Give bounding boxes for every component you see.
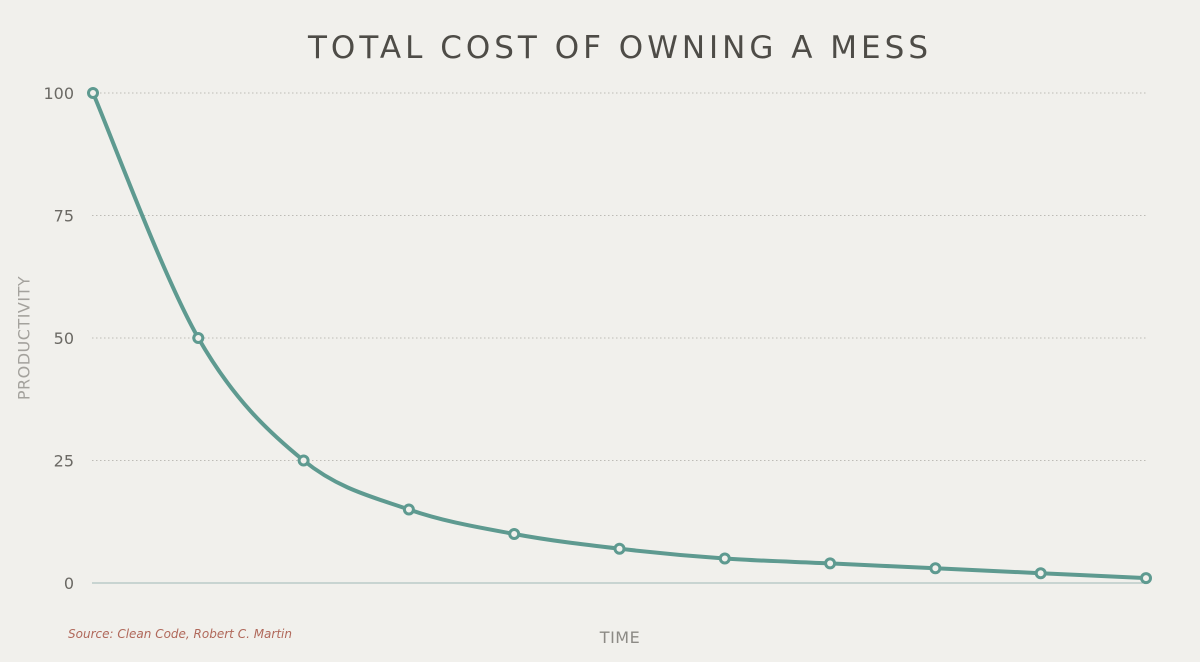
data-point bbox=[613, 542, 626, 555]
data-point bbox=[192, 332, 205, 344]
chart-title: TOTAL COST OF OWNING A MESS bbox=[308, 30, 932, 66]
y-tick-label: 25 bbox=[54, 452, 74, 471]
data-point bbox=[1140, 572, 1152, 585]
data-point bbox=[929, 562, 942, 575]
y-tick-label: 100 bbox=[43, 84, 74, 103]
data-point bbox=[1034, 567, 1047, 580]
series-line bbox=[91, 91, 1148, 581]
data-point bbox=[718, 552, 731, 565]
data-point bbox=[297, 454, 310, 467]
y-tick-label: 50 bbox=[54, 329, 74, 348]
source-annotation: Source: Clean Code, Robert C. Martin bbox=[68, 627, 292, 641]
data-point bbox=[824, 557, 837, 570]
data-point bbox=[402, 503, 415, 516]
y-tick-label: 75 bbox=[54, 207, 74, 226]
data-point bbox=[508, 528, 521, 540]
x-axis-label: TIME bbox=[599, 628, 641, 647]
data-point bbox=[87, 87, 99, 99]
y-tick-label: 0 bbox=[64, 574, 74, 593]
